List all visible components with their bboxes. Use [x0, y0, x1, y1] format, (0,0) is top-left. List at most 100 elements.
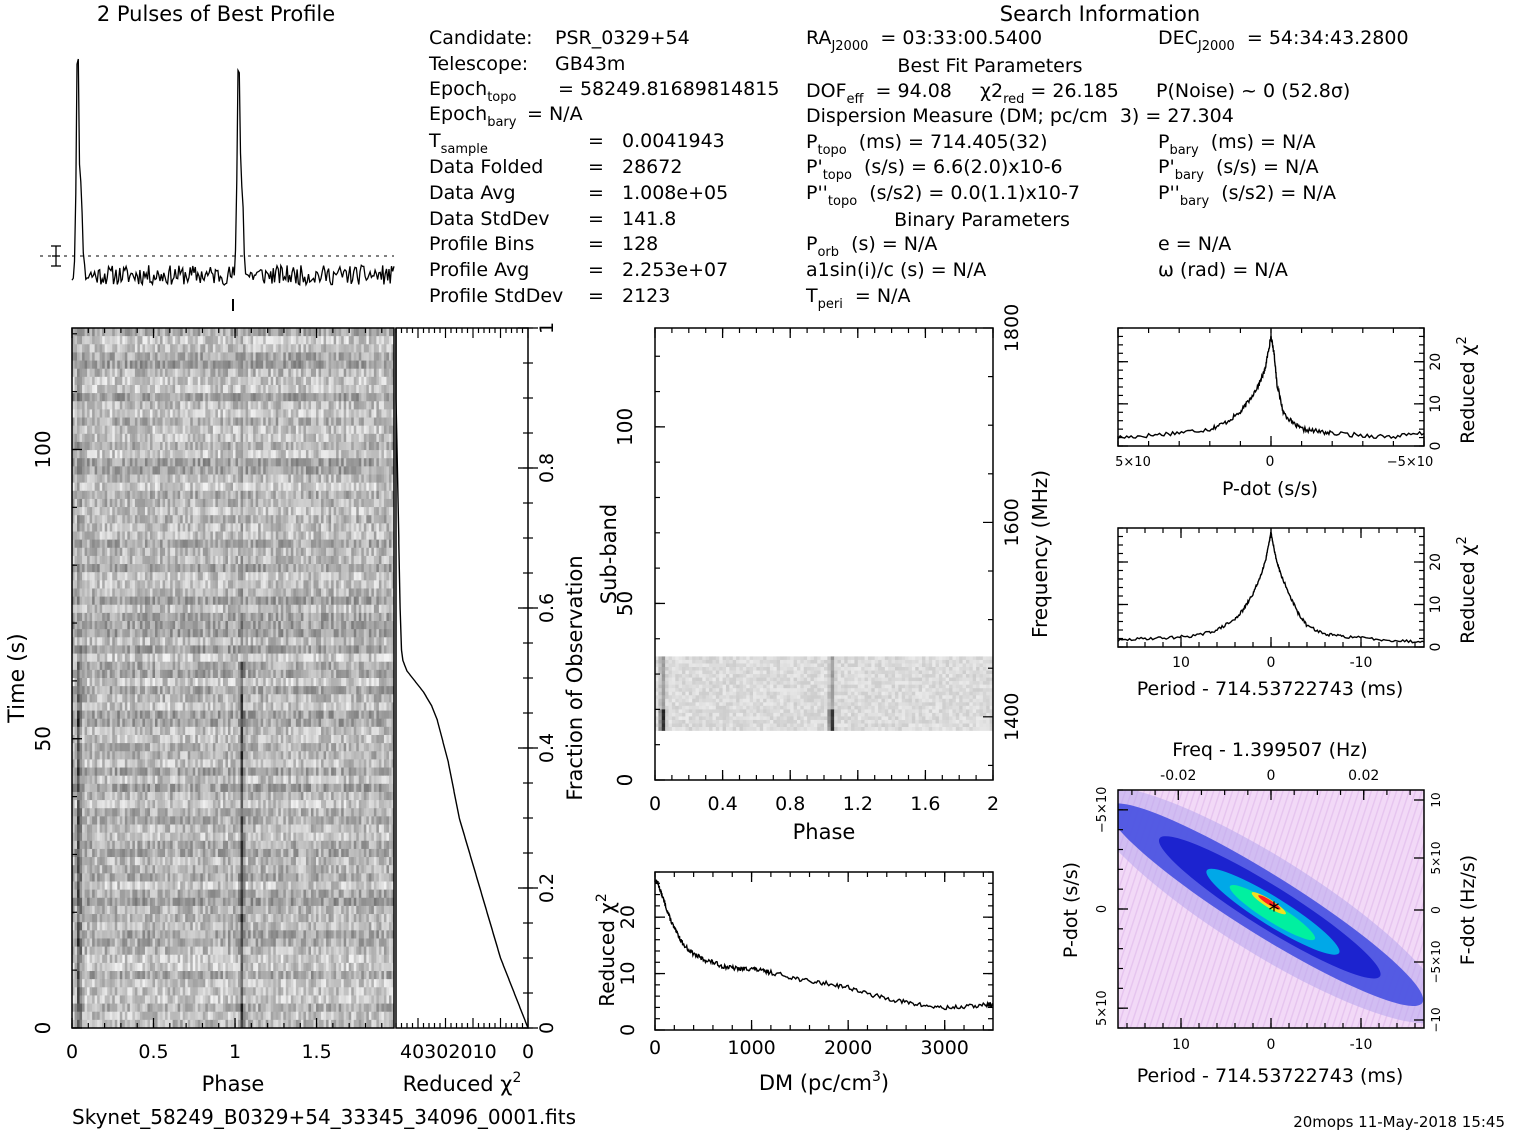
time-phase-cell	[112, 328, 116, 337]
time-phase-cell	[122, 547, 126, 557]
time-phase-cell	[172, 637, 176, 646]
time-phase-cell	[94, 490, 98, 500]
time-phase-cell	[139, 401, 143, 410]
time-phase-cell	[363, 376, 367, 386]
time-phase-cell	[210, 588, 214, 598]
time-phase-cell	[386, 376, 390, 386]
time-phase-cell	[212, 393, 216, 402]
time-phase-cell	[227, 531, 231, 541]
time-phase-cell	[122, 393, 126, 402]
time-phase-cell	[343, 368, 347, 378]
time-phase-cell	[293, 629, 297, 638]
time-phase-cell	[112, 637, 116, 646]
time-phase-cell	[87, 441, 91, 451]
time-phase-cell	[79, 336, 83, 345]
time-phase-cell	[122, 498, 126, 508]
time-phase-cell	[212, 490, 216, 500]
time-phase-cell	[288, 417, 292, 427]
time-phase-cell	[190, 450, 194, 459]
time-phase-cell	[348, 352, 352, 361]
time-phase-cell	[358, 344, 362, 353]
time-phase-cell	[268, 458, 272, 467]
time-phase-cell	[386, 328, 390, 337]
time-phase-cell	[82, 539, 85, 549]
time-phase-cell	[348, 458, 352, 467]
time-phase-cell	[222, 539, 226, 549]
time-phase-cell	[288, 376, 292, 386]
time-phase-cell	[378, 596, 382, 606]
time-phase-cell	[305, 360, 309, 370]
time-phase-cell	[326, 523, 329, 532]
time-phase-cell	[172, 629, 176, 638]
time-phase-cell	[155, 507, 158, 516]
time-phase-cell	[248, 336, 252, 345]
time-phase-cell	[358, 360, 362, 370]
time-phase-cell	[265, 498, 269, 508]
time-phase-cell	[300, 352, 304, 361]
time-phase-cell	[386, 344, 390, 353]
time-phase-cell	[358, 352, 362, 361]
time-phase-cell	[293, 621, 297, 630]
time-phase-cell	[343, 547, 347, 557]
time-phase-cell	[356, 604, 360, 614]
time-phase-cell	[351, 515, 355, 524]
time-phase-cell	[162, 441, 166, 451]
time-phase-cell	[383, 433, 387, 443]
time-phase-cell	[72, 564, 75, 573]
time-phase-cell	[94, 409, 98, 418]
time-phase-cell	[142, 564, 146, 573]
time-phase-cell	[270, 604, 274, 614]
time-phase-cell	[197, 515, 201, 524]
time-phase-cell	[187, 523, 191, 532]
time-phase-cell	[310, 393, 314, 402]
time-phase-cell	[102, 336, 106, 345]
time-phase-cell	[177, 507, 181, 516]
time-phase-cell	[353, 596, 357, 606]
time-phase-cell	[303, 596, 307, 606]
time-phase-cell	[318, 547, 322, 557]
time-phase-cell	[288, 425, 292, 435]
time-phase-cell	[87, 572, 91, 581]
time-phase-cell	[124, 376, 128, 386]
time-phase-cell	[102, 564, 106, 573]
time-phase-cell	[207, 498, 211, 508]
time-phase-cell	[117, 393, 121, 402]
time-phase-cell	[240, 523, 244, 532]
time-phase-cell	[119, 409, 123, 418]
time-phase-cell	[260, 539, 264, 549]
time-phase-cell	[122, 352, 126, 361]
time-phase-cell	[333, 401, 337, 410]
time-phase-cell	[366, 352, 370, 361]
time-phase-cell	[112, 450, 116, 459]
time-phase-cell	[84, 393, 88, 402]
time-phase-cell	[255, 393, 259, 402]
time-phase-cell	[243, 433, 246, 443]
time-phase-cell	[308, 466, 312, 475]
time-phase-cell	[109, 360, 113, 370]
time-phase-cell	[225, 564, 229, 573]
time-phase-cell	[346, 572, 350, 581]
time-phase-cell	[353, 539, 357, 549]
time-phase-cell	[162, 604, 166, 614]
time-phase-cell	[175, 466, 179, 475]
time-phase-cell	[205, 515, 209, 524]
time-phase-cell	[94, 474, 98, 484]
time-phase-cell	[310, 490, 314, 500]
time-phase-cell	[137, 515, 141, 524]
time-phase-cell	[74, 425, 78, 435]
time-phase-cell	[94, 401, 98, 410]
time-phase-cell	[300, 629, 304, 638]
time-phase-cell	[386, 498, 390, 508]
time-phase-cell	[102, 547, 106, 557]
time-phase-cell	[358, 368, 362, 378]
time-phase-cell	[235, 515, 239, 524]
time-phase-cell	[167, 441, 171, 451]
time-phase-cell	[157, 580, 161, 589]
time-phase-cell	[381, 580, 385, 589]
time-phase-cell	[288, 482, 292, 492]
time-phase-cell	[328, 352, 332, 361]
time-phase-cell	[328, 433, 332, 443]
time-phase-cell	[217, 539, 221, 549]
time-phase-cell	[129, 580, 133, 589]
time-phase-cell	[353, 376, 357, 386]
